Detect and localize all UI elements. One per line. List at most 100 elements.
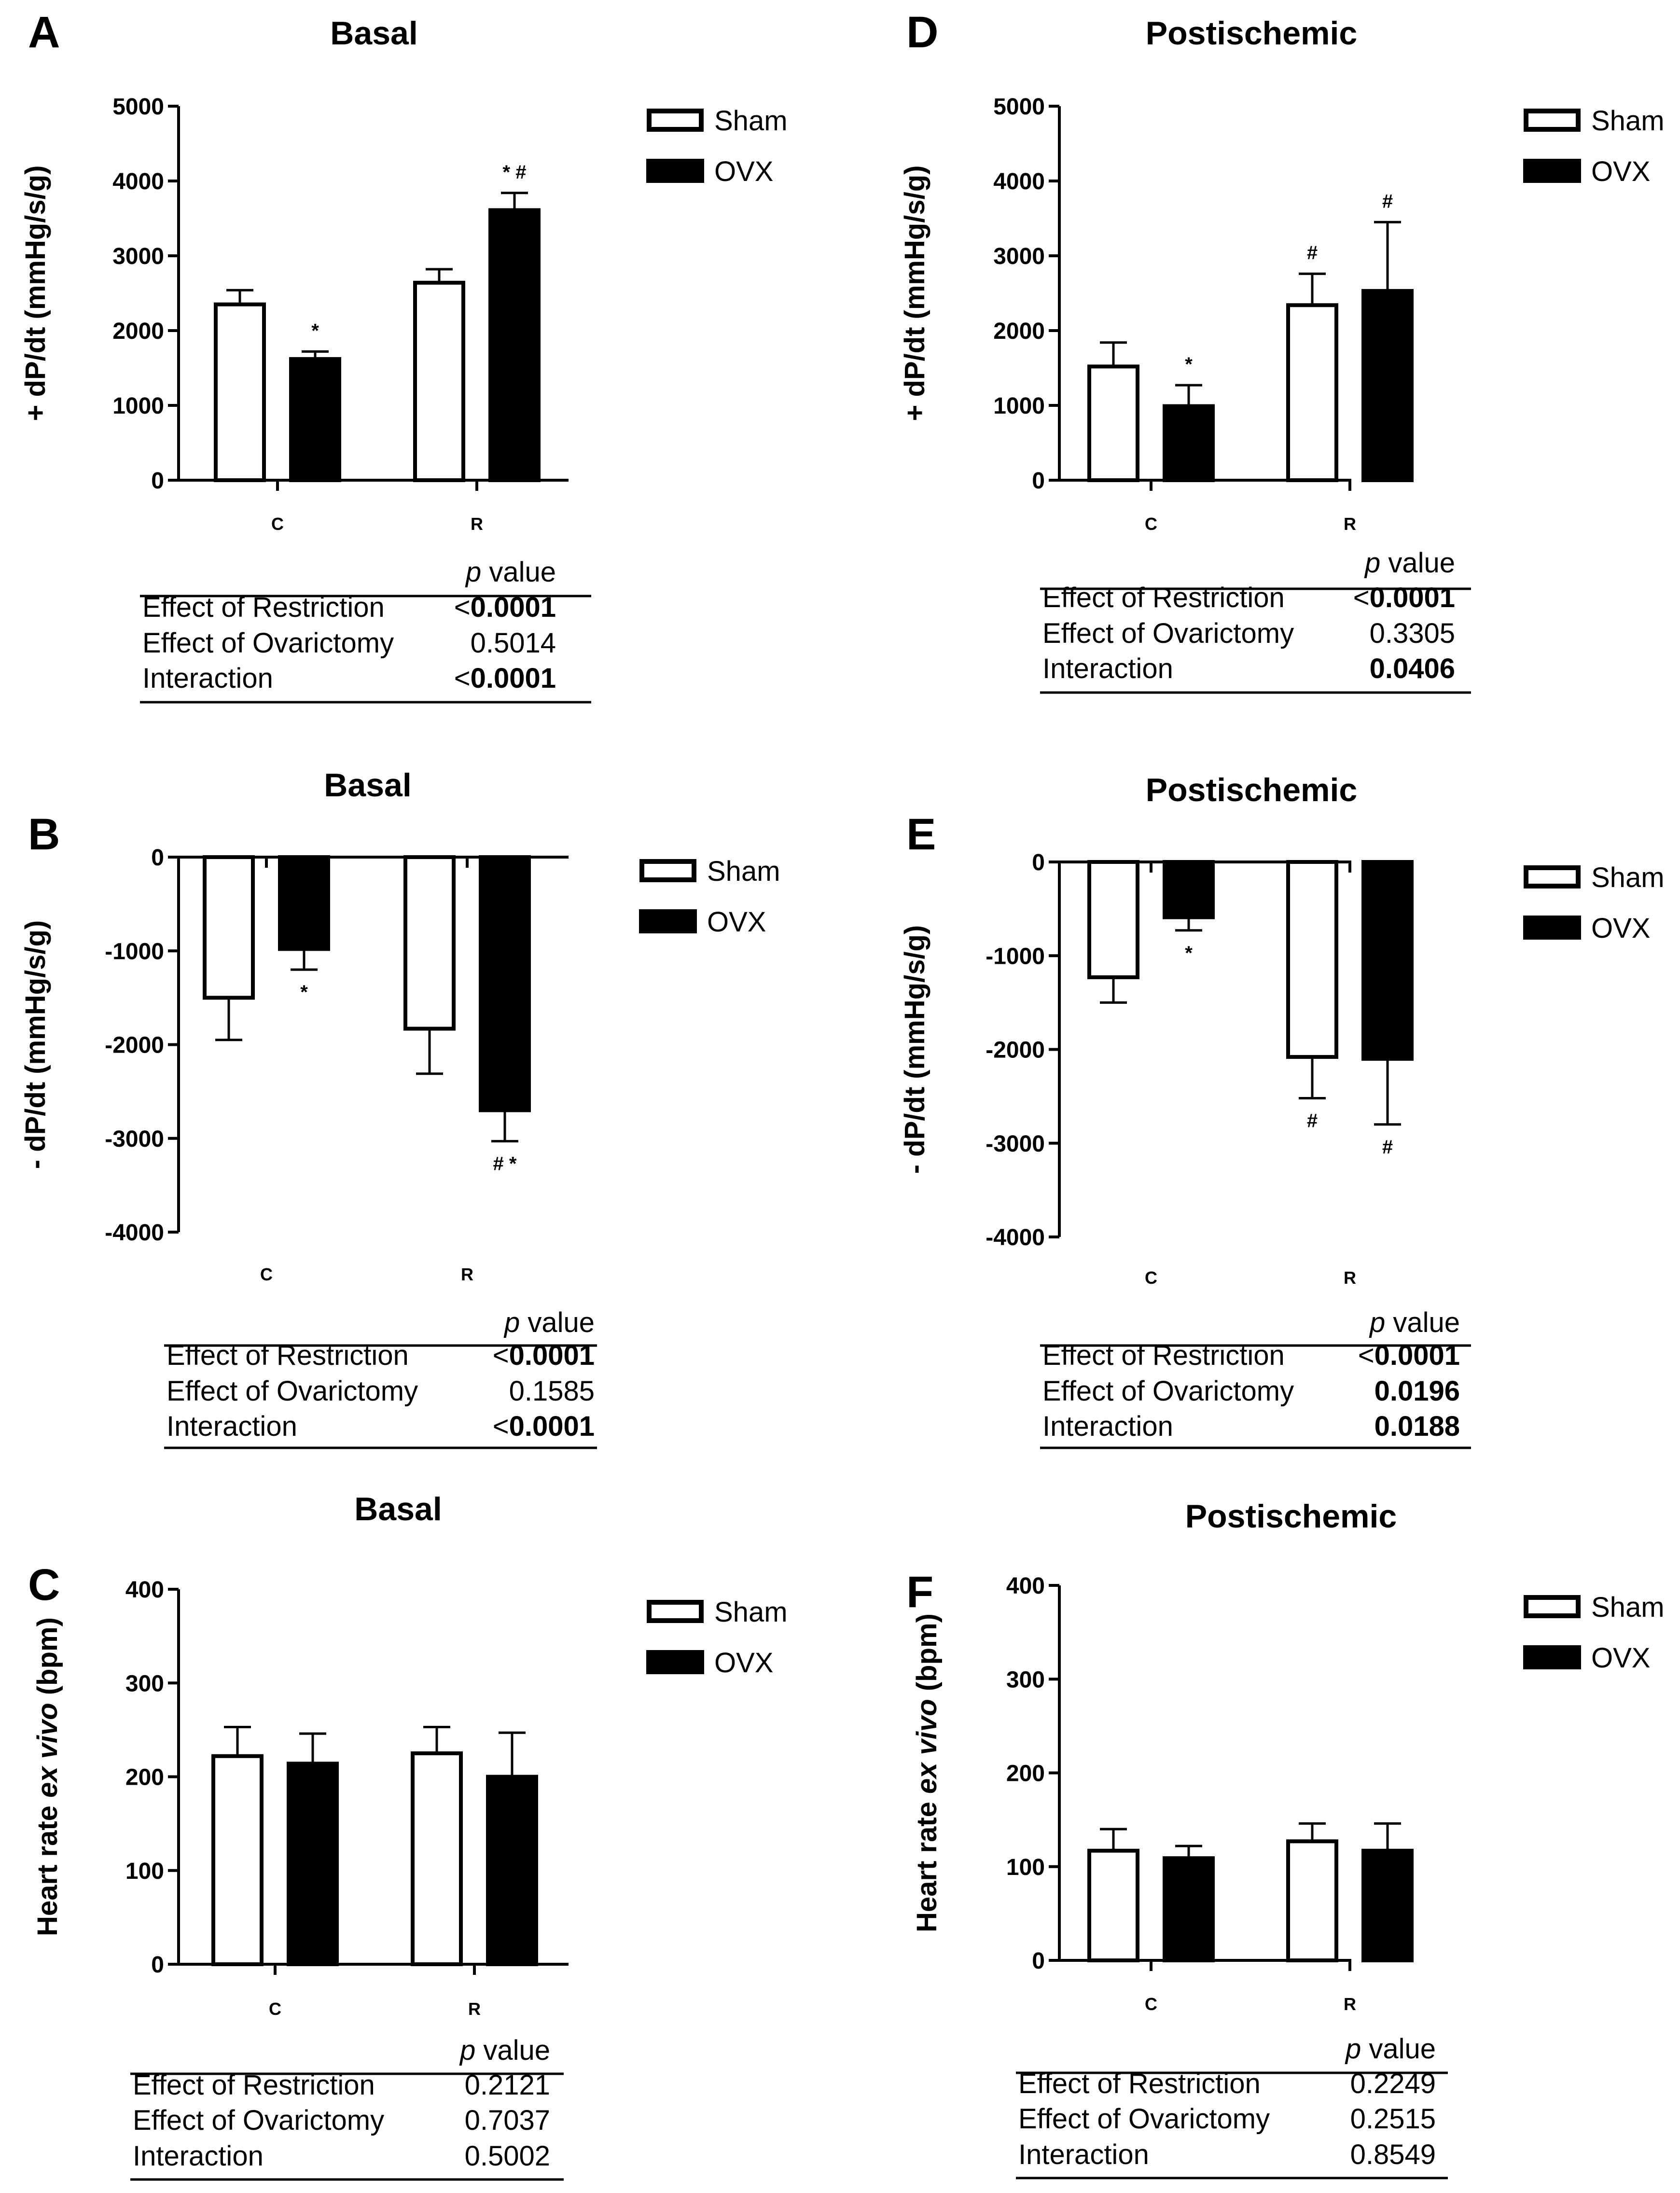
legend-swatch-sham bbox=[1524, 1595, 1581, 1618]
y-axis-label-part: Heart rate bbox=[911, 1794, 943, 1932]
bar-sham-r bbox=[411, 1751, 463, 1966]
bar-ovx-c bbox=[287, 1762, 339, 1966]
y-axis-label: - dP/dt (mmHg/s/g) bbox=[20, 920, 51, 1169]
x-category-label: R bbox=[1344, 1994, 1356, 2014]
stats-row-value: 0.5002 bbox=[465, 2140, 550, 2172]
bar-ovx-r bbox=[1361, 1848, 1414, 1963]
y-axis-label-part: (bpm) bbox=[911, 1613, 943, 1699]
stats-row-value: 0.3305 bbox=[1370, 618, 1455, 649]
y-tick-label: 100 bbox=[1006, 1855, 1045, 1880]
bar-ovx-c bbox=[1163, 860, 1215, 919]
bar-ovx-r bbox=[1361, 860, 1414, 1061]
y-axis-label: + dP/dt (mmHg/s/g) bbox=[20, 165, 51, 421]
bar-sham-r bbox=[1286, 1839, 1338, 1962]
stats-value-prefix: < bbox=[1358, 1340, 1375, 1371]
bar-sham-r bbox=[413, 280, 465, 482]
stats-table-header: p value bbox=[459, 2035, 550, 2066]
stats-row-label: Effect of Ovarictomy bbox=[167, 1375, 418, 1407]
stats-value-number: 0.7037 bbox=[465, 2105, 550, 2136]
legend-swatch-sham bbox=[1524, 109, 1581, 132]
panel-letter: F bbox=[906, 1568, 933, 1617]
x-category-label: C bbox=[269, 1999, 281, 2019]
stats-value-number: 0.0001 bbox=[509, 1411, 595, 1442]
chart-panel-d: D Postischemic 0 1000 2000 3000 4000 5000 C R + dP… bbox=[899, 8, 1665, 694]
legend: Sham OVX bbox=[646, 105, 788, 187]
stats-row-label: Effect of Restriction bbox=[1042, 1340, 1285, 1371]
stats-value-prefix: < bbox=[454, 663, 471, 694]
stats-value-number: 0.0001 bbox=[471, 663, 556, 694]
stats-row-value: <0.0001 bbox=[493, 1411, 595, 1442]
y-tick-label: 300 bbox=[125, 1671, 164, 1696]
chart-panel-a: A Basal 0 1000 2000 3000 4000 5000 C R + dP/dt (mm… bbox=[20, 8, 788, 704]
x-category-label: R bbox=[1344, 1268, 1356, 1288]
stats-value-number: 0.0196 bbox=[1375, 1375, 1460, 1407]
legend-swatch-ovx bbox=[646, 1650, 704, 1674]
legend-label-sham: Sham bbox=[714, 105, 788, 137]
stats-row-value: 0.0406 bbox=[1370, 653, 1455, 684]
legend-label-ovx: OVX bbox=[1591, 156, 1651, 187]
panel-letter: A bbox=[28, 8, 60, 57]
stats-value-number: 0.0406 bbox=[1370, 653, 1455, 684]
legend-label-sham: Sham bbox=[1591, 105, 1665, 137]
bar-sham-c bbox=[1087, 1848, 1139, 1963]
x-category-label: C bbox=[1145, 1268, 1157, 1288]
stats-value-number: 0.0001 bbox=[509, 1340, 595, 1371]
stats-header-p: p bbox=[459, 2035, 475, 2066]
stats-header-value: value bbox=[475, 2035, 550, 2066]
stats-header-p: p bbox=[1345, 2033, 1361, 2065]
significance-marker: * bbox=[1185, 943, 1193, 964]
chart-title: Basal bbox=[354, 1491, 442, 1527]
chart-title: Basal bbox=[330, 15, 417, 52]
y-tick-label: 0 bbox=[1032, 1948, 1045, 1974]
stats-table-header: p value bbox=[465, 556, 556, 588]
y-tick-label: 300 bbox=[1006, 1667, 1045, 1693]
significance-marker: # bbox=[1382, 1137, 1393, 1158]
y-tick-label: 5000 bbox=[112, 94, 164, 120]
panel-letter: D bbox=[906, 8, 938, 57]
y-tick-label: 1000 bbox=[112, 393, 164, 419]
chart-title: Postischemic bbox=[1185, 1498, 1397, 1535]
y-tick-label: 0 bbox=[151, 845, 164, 871]
y-tick-label: -2000 bbox=[105, 1033, 164, 1058]
stats-value-number: 0.0188 bbox=[1375, 1411, 1460, 1442]
chart-panel-b: B Basal 0 -1000 -2000 -3000 -4000 C R - dP/dt (mm… bbox=[20, 767, 780, 1449]
chart-panel-e: E Postischemic 0 -1000 -2000 -3000 -4000 C R - dP… bbox=[899, 772, 1665, 1449]
stats-row-label: Effect of Restriction bbox=[142, 592, 385, 623]
legend-label-sham: Sham bbox=[707, 856, 780, 887]
stats-row-value: 0.5014 bbox=[471, 627, 556, 659]
y-tick-label: 0 bbox=[151, 1952, 164, 1978]
panel-letter: C bbox=[28, 1560, 60, 1610]
x-category-label: R bbox=[471, 514, 483, 534]
significance-marker: * bbox=[1185, 354, 1193, 375]
legend-label-sham: Sham bbox=[1591, 862, 1665, 893]
chart-title: Basal bbox=[324, 767, 411, 804]
stats-table: p value Effect of Restriction <0.0001 Effec… bbox=[164, 1307, 597, 1449]
legend-label-ovx: OVX bbox=[707, 906, 766, 938]
chart-title: Postischemic bbox=[1146, 15, 1357, 52]
stats-row-label: Interaction bbox=[142, 663, 273, 694]
significance-marker: # bbox=[1307, 242, 1318, 264]
significance-marker: * bbox=[311, 320, 319, 341]
stats-value-prefix: < bbox=[493, 1340, 509, 1371]
x-category-label: R bbox=[1344, 514, 1356, 534]
significance-marker: # bbox=[1382, 191, 1393, 212]
y-tick-label: 400 bbox=[125, 1577, 164, 1603]
bar-ovx-c bbox=[1163, 404, 1215, 482]
stats-header-p: p bbox=[1369, 1307, 1385, 1338]
chart-panel-f: F Postischemic 0 100 200 300 400 C R Heart rate e… bbox=[906, 1498, 1665, 2179]
stats-header-value: value bbox=[1361, 2033, 1436, 2065]
x-category-label: C bbox=[1145, 514, 1157, 534]
stats-value-number: 0.2515 bbox=[1350, 2103, 1436, 2135]
y-axis-label: Heart rate ex vivo (bpm) bbox=[911, 1613, 943, 1932]
y-tick-label: 0 bbox=[151, 468, 164, 494]
bar-ovx-r bbox=[479, 855, 531, 1112]
stats-row-label: Interaction bbox=[167, 1411, 297, 1442]
stats-header-p: p bbox=[465, 556, 481, 588]
bar-ovx-c bbox=[278, 855, 330, 951]
significance-marker: # * bbox=[493, 1153, 517, 1175]
stats-table: p value Effect of Restriction <0.0001 Effec… bbox=[1040, 547, 1471, 694]
stats-table: p value Effect of Restriction <0.0001 Effec… bbox=[140, 556, 591, 704]
stats-table: p value Effect of Restriction 0.2121 Effect… bbox=[130, 2035, 564, 2181]
y-tick-label: 200 bbox=[125, 1765, 164, 1790]
